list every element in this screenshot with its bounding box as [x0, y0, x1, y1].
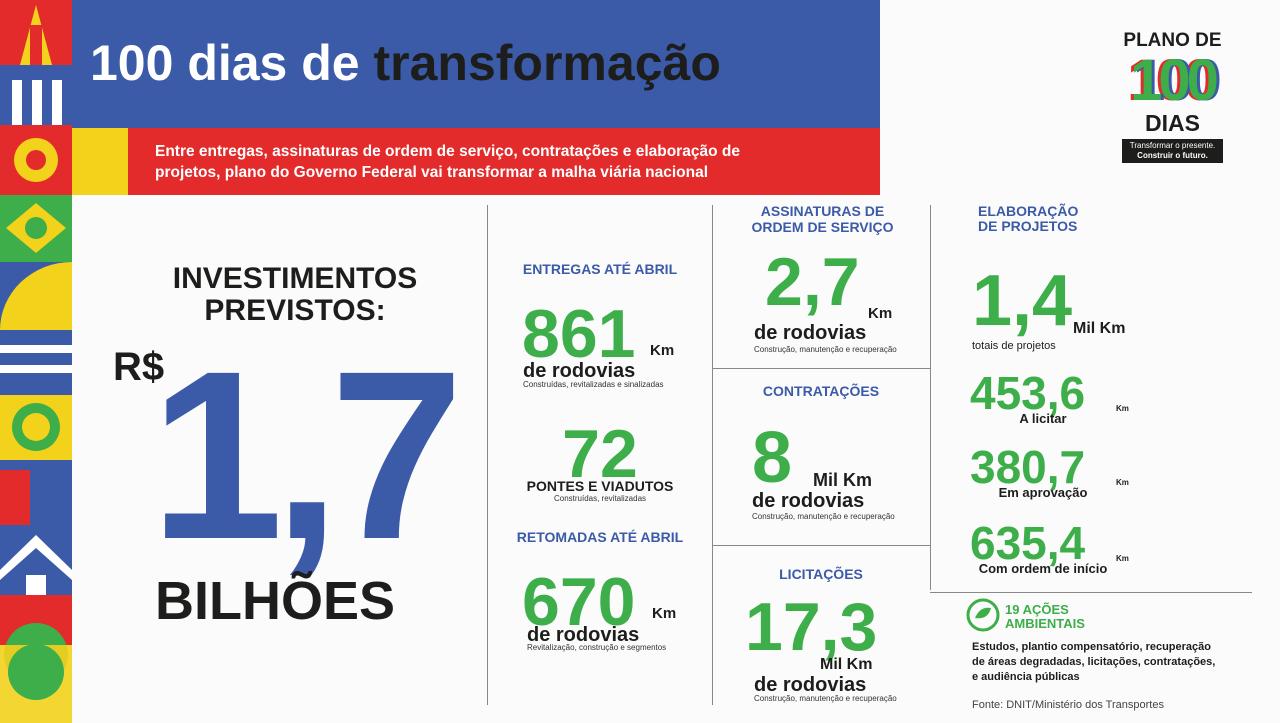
section-title: ASSINATURAS DE ORDEM DE SERVIÇO	[715, 203, 930, 235]
subtitle-line: Entre entregas, assinaturas de ordem de …	[155, 143, 740, 160]
metric-note: Construção, manutenção e recuperação	[754, 694, 897, 703]
section-title: CONTRATAÇÕES	[762, 383, 880, 399]
metric-value: 17,3	[745, 589, 878, 665]
section-title: ENTREGAS ATÉ ABRIL	[522, 261, 678, 277]
title-line: ASSINATURAS DE	[760, 203, 885, 219]
text-line: e audiência públicas	[972, 671, 1080, 683]
text-line: de áreas degradadas, licitações, contrat…	[972, 656, 1216, 668]
investment-unit: BILHÕES	[155, 571, 396, 631]
logo-tagline: Transformar o presente.	[1129, 141, 1216, 150]
metric-label: totais de projetos	[972, 340, 1056, 352]
metric-note: Construção, manutenção e recuperação	[752, 512, 895, 521]
divider	[712, 205, 713, 705]
metric-label: de rodovias	[754, 674, 867, 696]
logo-tagline: Construir o futuro.	[1137, 151, 1208, 160]
text-line: Estudos, plantio compensatório, recupera…	[972, 641, 1211, 653]
metric-value: 72	[562, 416, 638, 492]
title-light: 100 dias de	[90, 35, 360, 91]
metric-note: Construção, manutenção e recuperação	[754, 345, 897, 354]
metric-value: 2,7	[765, 244, 860, 320]
metric-unit: Mil Km	[813, 470, 873, 490]
metric-label: de rodovias	[752, 490, 865, 512]
eco-icon	[966, 598, 1000, 632]
metric-note: Construídas, revitalizadas	[553, 494, 647, 503]
metric-value: 8	[752, 418, 793, 498]
subtitle-band	[128, 128, 880, 195]
currency: R$	[113, 345, 165, 389]
divider	[487, 205, 488, 705]
metric-unit: Km	[1116, 404, 1129, 413]
subtitle: Entre entregas, assinaturas de ordem de …	[155, 141, 740, 183]
title-line: ELABORAÇÃO	[978, 203, 1079, 219]
metric-value: 1,4	[972, 261, 1073, 341]
section-title: ELABORAÇÃO DE PROJETOS	[978, 204, 1078, 234]
metric-value: 453,6	[970, 367, 1086, 419]
header-title: 100 dias de transformação	[90, 34, 721, 92]
title-line: ORDEM DE SERVIÇO	[751, 219, 894, 235]
metric-unit: Mil Km	[1073, 320, 1126, 337]
metric-unit: Km	[652, 605, 677, 622]
subtitle-line: projetos, plano do Governo Federal vai t…	[155, 164, 708, 181]
metric-note: Construídas, revitalizadas e sinalizadas	[523, 380, 664, 389]
logo: PLANO DE 100 DIAS Transformar o presente…	[1110, 30, 1235, 163]
metric-unit: Km	[868, 305, 893, 322]
label-line: PREVISTOS:	[204, 294, 386, 327]
logo-line: DIAS	[1145, 110, 1200, 136]
metric-value: 861	[522, 296, 636, 372]
metric-label: Com ordem de início	[978, 561, 1108, 576]
env-text: Estudos, plantio compensatório, recupera…	[972, 640, 1215, 685]
divider	[712, 545, 930, 546]
metric-unit: Mil Km	[820, 656, 873, 673]
divider	[930, 592, 1252, 593]
metric-note: Revitalização, construção e segmentos	[527, 643, 667, 652]
section-title: RETOMADAS ATÉ ABRIL	[516, 529, 684, 545]
metric-value: 380,7	[970, 441, 1086, 493]
investment-label: INVESTIMENTOS PREVISTOS:	[110, 263, 480, 327]
metric-value: 670	[522, 564, 636, 640]
title-line: 19 AÇÕES	[1005, 602, 1069, 617]
metric-label: de rodovias	[523, 360, 636, 382]
title-bold: transformação	[373, 35, 721, 91]
divider	[930, 205, 931, 590]
title-line: DE PROJETOS	[978, 218, 1078, 234]
metric-unit: Km	[650, 342, 675, 359]
metric-unit: Km	[1116, 478, 1129, 487]
logo-number: 100	[1130, 48, 1219, 113]
metric-label: de rodovias	[527, 624, 640, 646]
header-band	[72, 0, 880, 128]
yellow-block	[72, 128, 128, 195]
source: Fonte: DNIT/Ministério dos Transportes	[972, 699, 1164, 711]
metric-label: PONTES E VIADUTOS	[526, 478, 674, 494]
metric-label: Em aprovação	[998, 485, 1088, 500]
label-line: INVESTIMENTOS	[172, 262, 418, 295]
section-title: LICITAÇÕES	[779, 566, 863, 582]
divider	[712, 368, 930, 369]
title-line: AMBIENTAIS	[1005, 616, 1085, 631]
metric-label: A licitar	[1019, 411, 1067, 426]
logo-line: PLANO DE	[1123, 30, 1222, 51]
metric-unit: Km	[1116, 554, 1129, 563]
decorative-strip	[0, 0, 72, 723]
env-title: 19 AÇÕES AMBIENTAIS	[1005, 603, 1085, 631]
metric-label: de rodovias	[754, 322, 867, 344]
metric-value: 635,4	[970, 517, 1086, 569]
investment-amount: 1,7	[150, 321, 464, 589]
